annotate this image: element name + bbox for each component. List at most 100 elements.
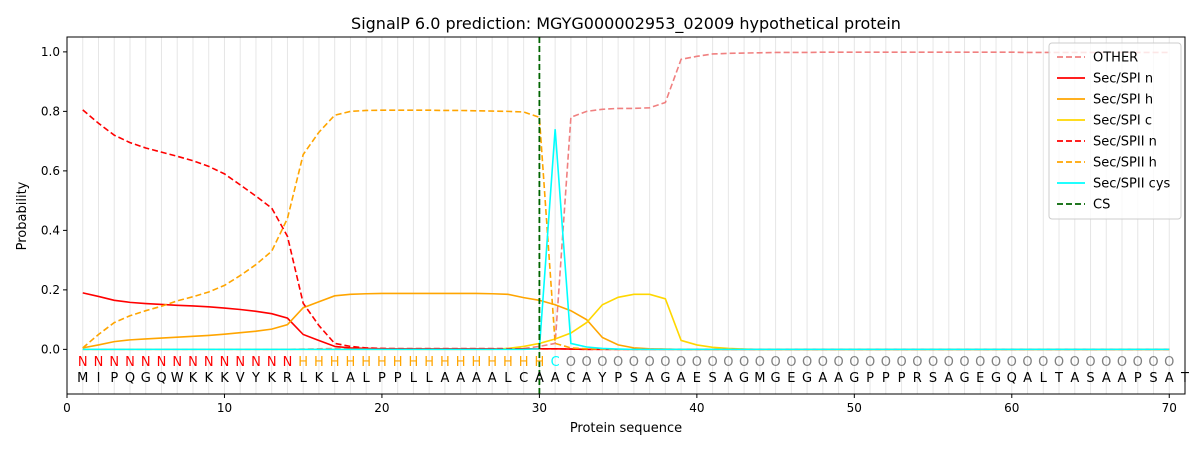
legend-label: Sec/SPI c	[1093, 114, 1152, 129]
region-label: O	[660, 355, 670, 370]
region-label: O	[959, 355, 969, 370]
region-label: O	[629, 355, 639, 370]
sequence-residue: L	[426, 371, 434, 386]
sequence-residue: A	[724, 371, 733, 386]
region-label: O	[944, 355, 954, 370]
region-label: N	[220, 355, 230, 370]
sequence-residue: M	[77, 371, 88, 386]
region-label: N	[78, 355, 88, 370]
sequence-residue: I	[97, 371, 101, 386]
sequence-residue: E	[787, 371, 795, 386]
sequence-residue: L	[410, 371, 418, 386]
sequence-residue: P	[110, 371, 118, 386]
y-tick-label: 0.8	[41, 104, 60, 118]
region-label: N	[157, 355, 167, 370]
legend-box	[1048, 42, 1182, 220]
region-label: O	[707, 355, 717, 370]
region-label: O	[1022, 355, 1032, 370]
region-label: N	[188, 355, 198, 370]
region-label: O	[566, 355, 576, 370]
sequence-residue: L	[1040, 371, 1048, 386]
region-label: O	[755, 355, 765, 370]
sequence-residue: A	[677, 371, 686, 386]
sequence-residue: V	[236, 371, 245, 386]
sequence-residue: M	[754, 371, 765, 386]
sequence-residue: P	[394, 371, 402, 386]
region-label: N	[125, 355, 135, 370]
region-label: O	[645, 355, 655, 370]
series-line	[82, 129, 1170, 351]
sequence-residue: S	[708, 371, 716, 386]
region-label: O	[1070, 355, 1080, 370]
region-label: O	[770, 355, 780, 370]
sequence-residue: S	[929, 371, 937, 386]
legend-label: OTHER	[1093, 51, 1138, 66]
region-label: O	[1133, 355, 1143, 370]
region-label: O	[1117, 355, 1127, 370]
plot-frame	[66, 36, 1186, 395]
region-label: O	[849, 355, 859, 370]
region-label: O	[597, 355, 607, 370]
region-label: N	[267, 355, 277, 370]
sequence-residue: P	[898, 371, 906, 386]
sequence-residue: C	[519, 371, 528, 386]
sequence-residue: A	[1070, 371, 1079, 386]
region-label: O	[1101, 355, 1111, 370]
region-label: O	[613, 355, 623, 370]
region-label: O	[739, 355, 749, 370]
legend: OTHER Sec/SPI n Sec/SPI h Sec/SPI c Sec/SPII…	[1048, 42, 1182, 220]
x-tick-label: 40	[689, 401, 704, 415]
region-label: N	[283, 355, 293, 370]
region-label: O	[1085, 355, 1095, 370]
sequence-residue: G	[739, 371, 749, 386]
sequence-residue: L	[504, 371, 512, 386]
region-label: O	[881, 355, 891, 370]
sequence-residue: K	[220, 371, 229, 386]
region-label: H	[409, 355, 419, 370]
sequence-residue: A	[645, 371, 654, 386]
region-label: H	[393, 355, 403, 370]
sequence-residue: T	[1054, 371, 1063, 386]
sequence-residue: G	[802, 371, 812, 386]
legend-label: Sec/SPII n	[1093, 135, 1157, 150]
y-tick-label: 0.4	[41, 223, 60, 237]
sequence-residue: K	[204, 371, 213, 386]
x-tick-label: 20	[374, 401, 389, 415]
region-label: H	[472, 355, 482, 370]
sequence-residue: R	[283, 371, 292, 386]
region-label: H	[519, 355, 529, 370]
x-tick-label: 10	[217, 401, 232, 415]
region-label: N	[251, 355, 261, 370]
sequence-residue: G	[960, 371, 970, 386]
sequence-residue: P	[882, 371, 890, 386]
series-line	[82, 292, 1170, 351]
sequence-residue: A	[1165, 371, 1174, 386]
region-label: H	[456, 355, 466, 370]
y-tick-label: 0.0	[41, 342, 60, 356]
region-label: O	[912, 355, 922, 370]
sequence-residue: G	[849, 371, 859, 386]
region-label: H	[330, 355, 340, 370]
region-label: O	[582, 355, 592, 370]
y-tick-label: 0.6	[41, 164, 60, 178]
sequence-residue: K	[315, 371, 324, 386]
sequence-residue: Y	[251, 371, 260, 386]
sequence-residue: A	[1023, 371, 1032, 386]
region-label: H	[346, 355, 356, 370]
sequence-residue: K	[189, 371, 198, 386]
region-label: C	[551, 355, 560, 370]
sequence-residue: A	[834, 371, 843, 386]
sequence-residue: Q	[156, 371, 166, 386]
x-tick-label: 0	[63, 401, 71, 415]
sequence-residue: P	[378, 371, 386, 386]
sequence-residue: Q	[125, 371, 135, 386]
sequence-residue: P	[1134, 371, 1142, 386]
sequence-residue: G	[991, 371, 1001, 386]
legend-label: Sec/SPI n	[1093, 72, 1153, 87]
region-label: N	[109, 355, 119, 370]
region-label: O	[1148, 355, 1158, 370]
sequence-residue: G	[660, 371, 670, 386]
x-tick-label: 30	[532, 401, 547, 415]
region-label: N	[141, 355, 151, 370]
y-tick-label: 0.2	[41, 283, 60, 297]
